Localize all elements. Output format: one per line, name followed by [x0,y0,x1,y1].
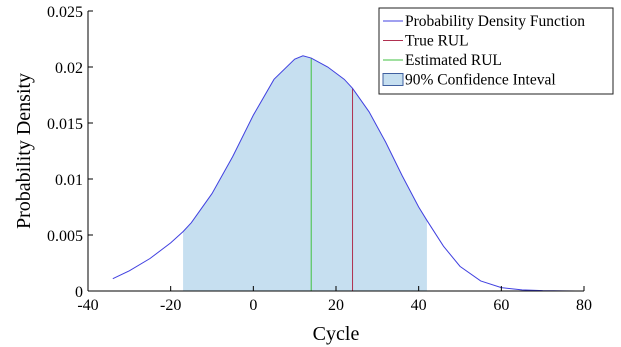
legend-label: 90% Confidence Inteval [405,72,556,89]
legend-swatch [382,73,404,86]
y-tick-label: 0.025 [47,4,83,21]
y-tick-label: 0.01 [55,172,83,189]
y-tick-label: 0.015 [47,116,83,133]
confidence-interval-area [183,55,427,291]
legend-label: True RUL [405,33,469,50]
x-tick-label: 40 [411,297,427,314]
x-ticks: -40 -20 0 20 40 60 80 [77,286,592,314]
x-tick-label: 20 [328,297,344,314]
legend-box [378,7,614,95]
x-tick-label: 60 [493,297,509,314]
legend-label: Probability Density Function [405,13,585,30]
x-tick-label: 0 [249,297,257,314]
legend-item: True RUL [383,33,469,50]
pdf-curve-layer [112,55,576,292]
x-tick-label: -40 [77,297,98,314]
x-tick-label: 80 [576,297,592,314]
y-tick-label: 0.02 [55,60,83,77]
confidence-area-layer [183,55,427,291]
pdf-curve [112,55,576,292]
y-tick-label: 0.005 [47,228,83,245]
y-axis-label: Probability Density [13,73,35,229]
rul-lines-layer [310,58,354,291]
legend-item: Probability Density Function [383,13,585,30]
legend-item: 90% Confidence Inteval [382,72,556,89]
y-ticks: 0 0.005 0.01 0.015 0.02 0.025 [47,4,93,301]
y-tick-label: 0 [75,284,83,301]
legend-item: Estimated RUL [383,52,502,69]
legend: Probability Density Function True RUL Esti… [378,7,614,95]
legend-label: Estimated RUL [405,52,502,69]
x-tick-label: -20 [160,297,181,314]
x-axis-label: Cycle [313,323,360,345]
